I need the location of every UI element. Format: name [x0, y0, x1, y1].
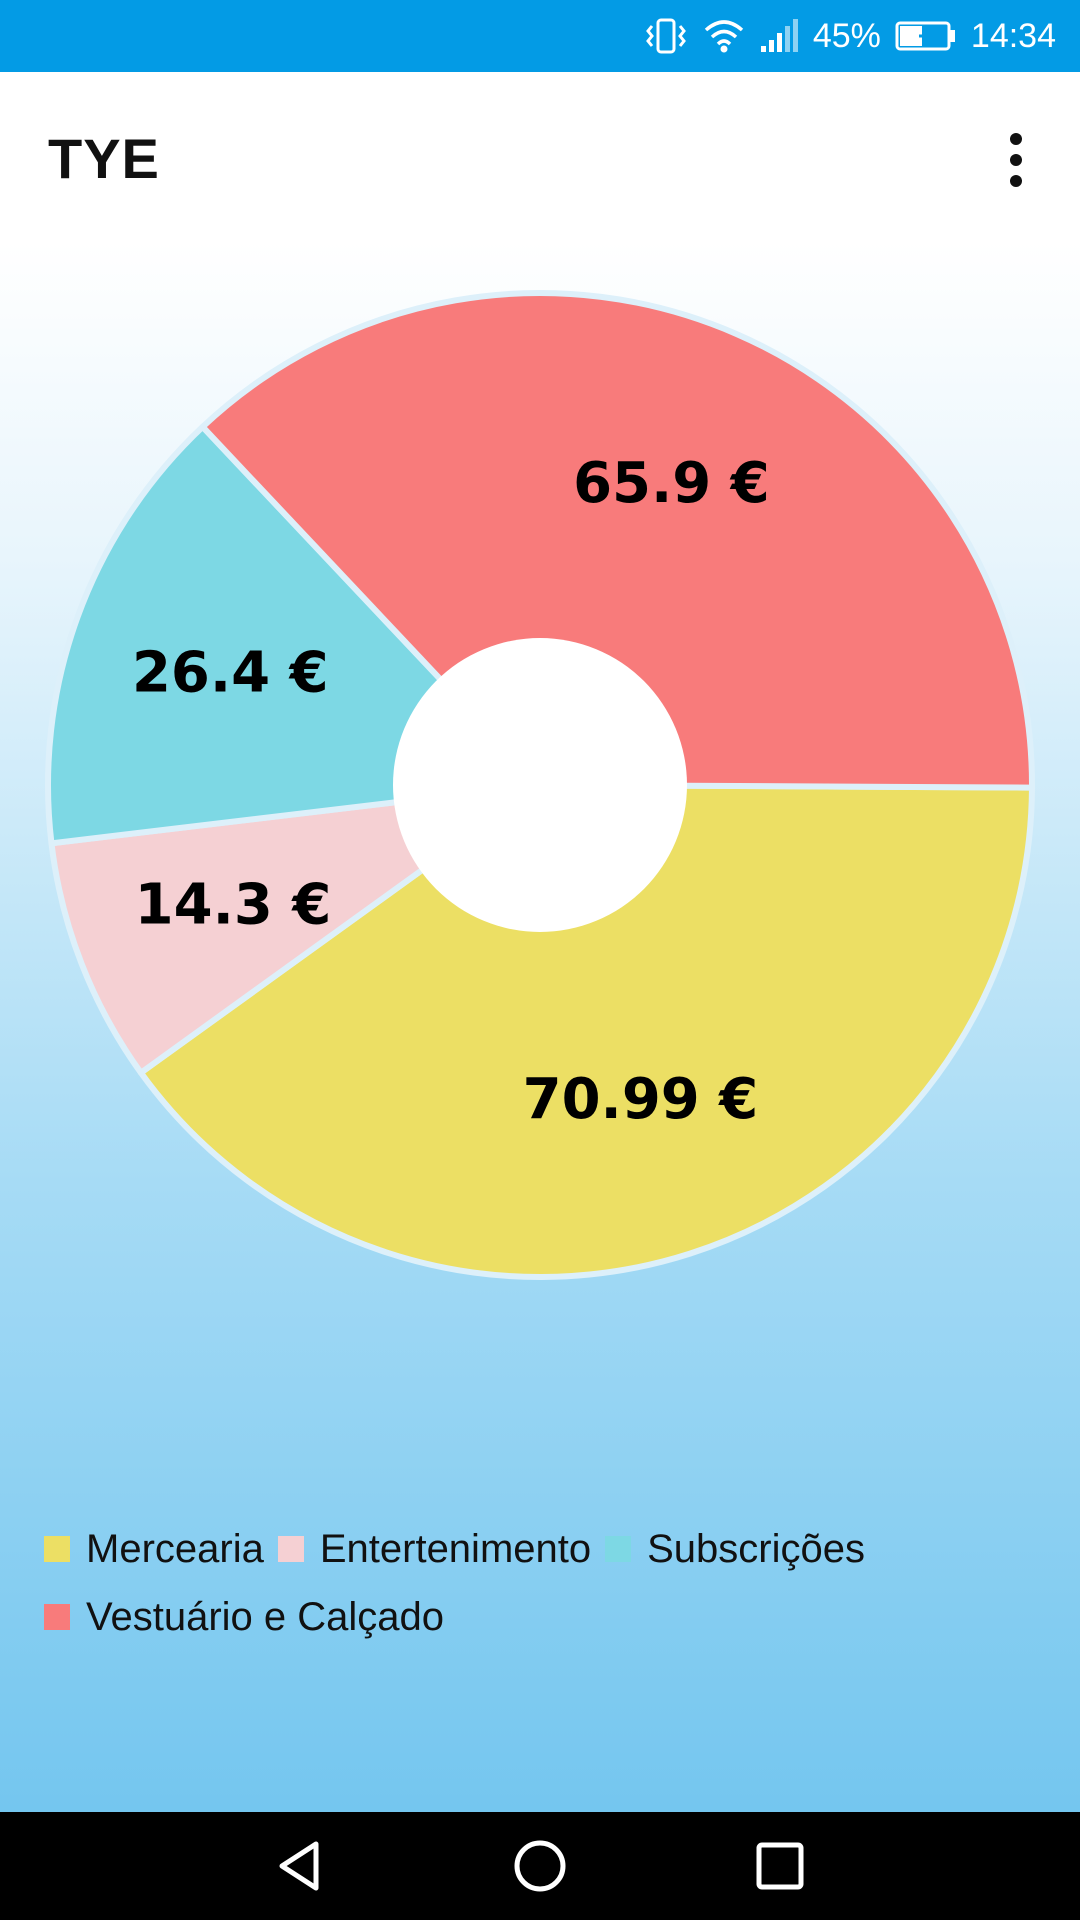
chart-area: 70.99 € 14.3 € 26.4 € 65.9 € Mercearia Enter… [0, 242, 1080, 1812]
status-bar: 45% 14:34 [0, 0, 1080, 72]
legend-swatch [277, 1536, 304, 1562]
slice-value-label: 26.4 € [132, 641, 329, 706]
legend-label: Mercearia [86, 1526, 264, 1571]
signal-icon [759, 18, 799, 54]
vibrate-icon [643, 16, 689, 56]
clock: 14:34 [970, 16, 1056, 55]
app-bar: TYE [0, 72, 1080, 242]
wifi-icon [703, 18, 745, 54]
battery-charging-icon [895, 21, 957, 51]
more-vert-icon[interactable] [980, 124, 1052, 196]
app-title: TYE [48, 127, 160, 190]
legend-swatch [605, 1536, 632, 1562]
legend-label: Vestuário e Calçado [86, 1594, 445, 1639]
legend-item: Mercearia [44, 1526, 264, 1572]
slice-mercearia[interactable] [137, 782, 1035, 1280]
home-icon[interactable] [510, 1836, 570, 1896]
legend-item: Vestuário e Calçado [44, 1594, 444, 1640]
legend-label: Entertenimento [319, 1526, 592, 1571]
legend-label: Subscrições [647, 1526, 865, 1571]
legend-swatch [44, 1604, 70, 1630]
legend-item: Subscrições [605, 1526, 865, 1572]
slice-vestu-rio-e-cal-ado[interactable] [199, 290, 1035, 791]
donut-chart[interactable]: 70.99 € 14.3 € 26.4 € 65.9 € [0, 242, 1080, 1342]
chart-legend: Mercearia Entertenimento Subscrições Vestuá… [44, 1526, 1044, 1640]
battery-percent: 45% [812, 16, 881, 55]
legend-item: Entertenimento [277, 1526, 592, 1572]
legend-swatch [44, 1536, 70, 1562]
recents-icon[interactable] [750, 1836, 810, 1896]
slice-value-label: 14.3 € [135, 873, 332, 938]
back-icon[interactable] [270, 1836, 330, 1896]
slice-value-label: 70.99 € [523, 1067, 759, 1132]
donut-hole [393, 638, 687, 932]
navigation-bar [0, 1812, 1080, 1920]
slice-value-label: 65.9 € [573, 451, 770, 516]
